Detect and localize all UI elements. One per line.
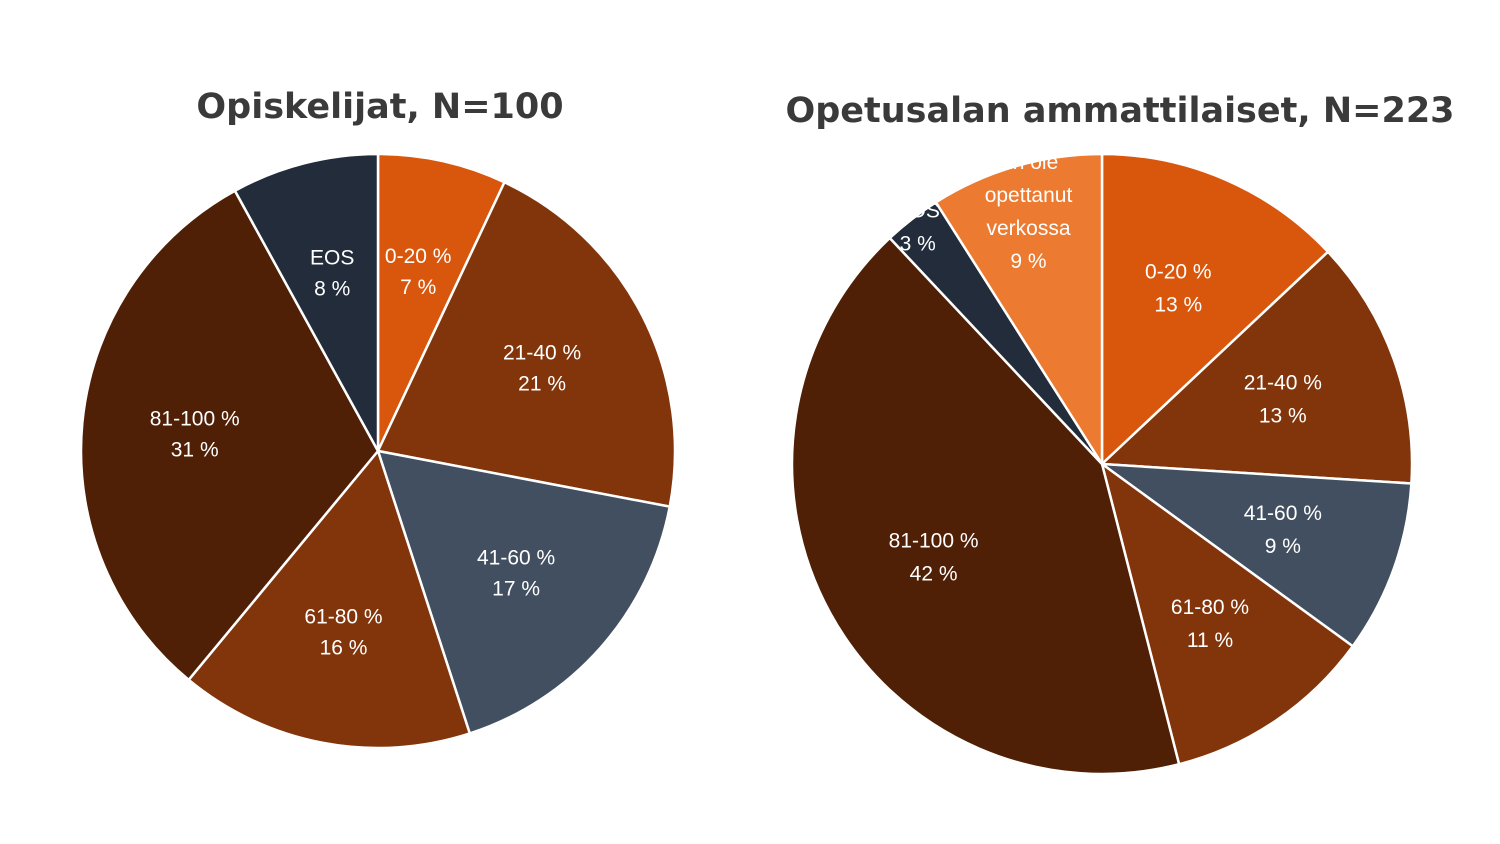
pie-label-41-60: 41-60 % 17 % bbox=[477, 547, 555, 601]
pie-label-61-80: 61-80 % 16 % bbox=[304, 606, 382, 660]
pie-slices-professionals bbox=[790, 152, 1414, 776]
pie-label-eos: EOS 3 % bbox=[896, 199, 940, 255]
pie-slice-61-80 bbox=[1100, 462, 1355, 766]
pie-label-0-20: 0-20 % 7 % bbox=[385, 245, 452, 299]
pie-slice-41-60 bbox=[376, 449, 671, 735]
pie-slice-en-ole-opettanut-verkossa bbox=[934, 152, 1104, 466]
pie-label-0-20: 0-20 % 13 % bbox=[1145, 261, 1212, 317]
pie-label-en-ole-opettanut-verkossa: En ole opettanut verkossa 9 % bbox=[985, 151, 1073, 273]
pie-slice-0-20 bbox=[1100, 152, 1330, 466]
pie-label-21-40: 21-40 % 13 % bbox=[1244, 372, 1322, 428]
pie-slice-41-60 bbox=[1100, 462, 1413, 648]
pie-label-41-60: 41-60 % 9 % bbox=[1244, 502, 1322, 558]
pie-label-eos: EOS 8 % bbox=[310, 247, 354, 301]
pie-label-61-80: 61-80 % 11 % bbox=[1171, 596, 1249, 652]
pie-slice-21-40 bbox=[376, 181, 677, 508]
pie-label-81-100: 81-100 % 31 % bbox=[150, 408, 240, 462]
chart-title-students: Opiskelijat, N=100 bbox=[196, 87, 563, 127]
chart-title-professionals: Opetusalan ammattilaiset, N=223 bbox=[785, 91, 1454, 131]
pie-slice-21-40 bbox=[1100, 250, 1414, 485]
pie-slice-81-100 bbox=[79, 189, 380, 682]
pie-slices-students bbox=[79, 152, 677, 750]
pie-slice-eos bbox=[233, 152, 380, 453]
pie-slice-61-80 bbox=[187, 449, 472, 750]
pie-label-81-100: 81-100 % 42 % bbox=[889, 529, 979, 585]
pie-label-21-40: 21-40 % 21 % bbox=[503, 341, 581, 395]
pie-slice-81-100 bbox=[790, 236, 1181, 776]
pie-labels-professionals: 0-20 % 13 % 21-40 % 13 % 41-60 % 9 % 61-80 % 11… bbox=[889, 151, 1322, 652]
pie-chart-professionals: Opetusalan ammattilaiset, N=223 0-20 % 13… bbox=[785, 91, 1455, 776]
pie-chart-students: Opiskelijat, N=100 0-20 % 7 % 21-40 % 21 % 4… bbox=[79, 87, 677, 750]
pie-labels-students: 0-20 % 7 % 21-40 % 21 % 41-60 % 17 % 61-80 % 16… bbox=[150, 245, 581, 660]
pie-slice-0-20 bbox=[376, 152, 506, 453]
